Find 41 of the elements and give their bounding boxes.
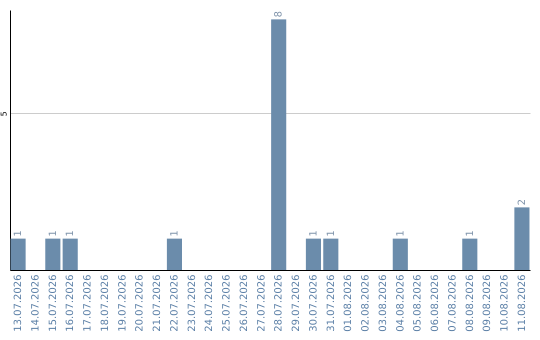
x-tick-label: 13.07.2026: [13, 274, 24, 332]
x-tick-label: 01.08.2026: [343, 274, 354, 332]
data-label: 1: [169, 230, 180, 237]
data-label: 1: [326, 230, 337, 237]
x-tick-label: 08.08.2026: [464, 274, 476, 332]
y-tick-label: 5: [0, 111, 8, 116]
x-tick-label: 21.07.2026: [152, 274, 164, 332]
x-tick-label: 31.07.2026: [326, 274, 337, 332]
x-tick-label: 02.08.2026: [360, 274, 372, 332]
data-label: 1: [48, 230, 59, 237]
x-tick-label: 06.08.2026: [430, 274, 442, 332]
x-tick-label: 09.08.2026: [482, 274, 494, 332]
x-tick-label: 07.08.2026: [447, 274, 458, 332]
x-tick-label: 15.07.2026: [48, 274, 59, 332]
data-label: 1: [464, 230, 476, 237]
x-tick-label: 22.07.2026: [169, 274, 180, 332]
x-tick-label: 30.07.2026: [308, 274, 320, 332]
x-tick-label: 25.07.2026: [222, 274, 233, 332]
x-tick-label: 10.08.2026: [500, 274, 511, 332]
x-tick-label: 20.07.2026: [134, 274, 146, 332]
x-tick-label: 29.07.2026: [291, 274, 302, 332]
x-tick-label: 17.07.2026: [82, 274, 94, 332]
data-label: 8: [274, 11, 285, 18]
data-label: 1: [13, 230, 24, 237]
data-label: 1: [65, 230, 76, 237]
x-tick-label: 24.07.2026: [204, 274, 216, 332]
x-tick-label: 05.08.2026: [412, 274, 424, 332]
x-tick-label: 19.07.2026: [117, 274, 128, 332]
x-tick-label: 28.07.2026: [274, 274, 285, 332]
x-tick-label: 11.08.2026: [516, 274, 528, 332]
x-tick-label: 23.07.2026: [186, 274, 198, 332]
x-tick-label: 14.07.2026: [30, 274, 42, 332]
x-tick-label: 27.07.2026: [256, 274, 268, 332]
data-label: 1: [395, 230, 406, 237]
x-tick-label: 04.08.2026: [395, 274, 406, 332]
data-label: 2: [516, 198, 528, 206]
x-tick-label: 03.08.2026: [378, 274, 389, 332]
data-label: 1: [308, 230, 320, 237]
x-tick-label: 18.07.2026: [100, 274, 111, 332]
x-tick-label: 26.07.2026: [238, 274, 250, 332]
x-tick-label: 16.07.2026: [65, 274, 76, 332]
